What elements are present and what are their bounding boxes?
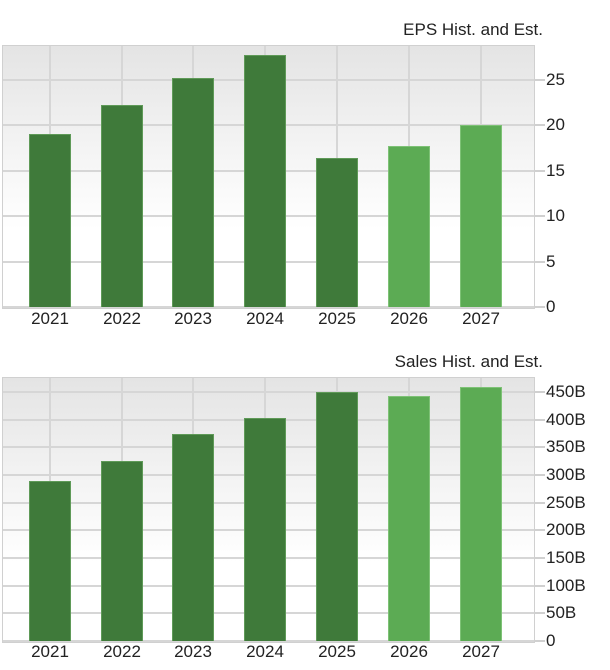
bar-2021 <box>29 134 71 307</box>
y-axis-tick <box>535 584 545 587</box>
y-axis-tick <box>535 78 545 81</box>
sales-chart-title: Sales Hist. and Est. <box>394 352 543 371</box>
y-axis-label: 0 <box>546 631 556 650</box>
y-axis-label: 20 <box>546 115 565 134</box>
y-axis-tick <box>535 169 545 172</box>
sales-plot-area <box>2 377 535 643</box>
y-axis-label: 25 <box>546 69 565 89</box>
bar-2027 <box>460 125 502 307</box>
y-axis-label: 450B <box>546 382 586 402</box>
x-axis-label: 2022 <box>103 309 141 328</box>
x-axis-label: 2023 <box>174 642 212 661</box>
y-axis-label: 200B <box>546 520 586 540</box>
y-axis-label: 350B <box>546 437 586 457</box>
y-axis-tick <box>535 215 545 217</box>
y-axis-label: 400B <box>546 409 586 429</box>
x-axis-label: 2027 <box>462 642 500 661</box>
bar-2022 <box>101 104 143 307</box>
bar-2024 <box>244 418 286 641</box>
gridline-horizontal <box>3 306 534 308</box>
x-axis-label: 2021 <box>31 309 69 328</box>
y-axis-label: 15 <box>546 160 565 180</box>
bar-2021 <box>29 481 71 641</box>
bar-2026 <box>388 145 430 307</box>
gridline-horizontal <box>3 640 534 642</box>
x-axis-label: 2026 <box>390 642 428 661</box>
y-axis-tick <box>535 474 545 477</box>
y-axis-tick <box>535 446 545 449</box>
x-axis-label: 2027 <box>462 309 500 328</box>
x-axis-label: 2025 <box>318 309 356 328</box>
y-axis-tick <box>535 529 545 532</box>
y-axis-label: 50B <box>546 603 577 623</box>
eps-plot-area <box>2 45 535 309</box>
y-axis-label: 300B <box>546 465 586 485</box>
x-axis-label: 2021 <box>31 642 69 661</box>
y-axis-tick <box>535 418 545 421</box>
y-axis-tick <box>535 124 545 126</box>
x-axis-label: 2022 <box>103 642 141 661</box>
y-axis-tick <box>535 501 545 504</box>
x-axis-label: 2025 <box>318 642 356 661</box>
gridline-horizontal <box>3 391 534 394</box>
eps-chart-title: EPS Hist. and Est. <box>403 20 543 39</box>
x-axis-label: 2024 <box>246 642 284 661</box>
y-axis-tick <box>535 640 545 642</box>
bar-2023 <box>172 77 214 307</box>
y-axis-label: 10 <box>546 206 565 225</box>
eps-chart: EPS Hist. and Est. 0 5 10 15 20 25 2021 2022 20… <box>2 20 565 328</box>
bar-2023 <box>172 434 214 641</box>
y-axis-label: 150B <box>546 548 586 568</box>
bar-2025 <box>316 157 358 307</box>
bar-2027 <box>460 387 502 641</box>
bar-2026 <box>388 396 430 641</box>
x-axis-label: 2024 <box>246 309 284 328</box>
y-axis-label: 250B <box>546 492 586 512</box>
y-axis-tick <box>535 557 545 560</box>
bar-2025 <box>316 392 358 641</box>
x-axis-label: 2026 <box>390 309 428 328</box>
y-axis-tick <box>535 391 545 394</box>
y-axis-tick <box>535 260 545 263</box>
bar-2024 <box>244 54 286 307</box>
y-axis-label: 5 <box>546 251 556 271</box>
bar-2022 <box>101 461 143 641</box>
y-axis-tick <box>535 306 545 308</box>
x-axis-label: 2023 <box>174 309 212 328</box>
y-axis-label: 100B <box>546 575 586 595</box>
y-axis-tick <box>535 612 545 615</box>
y-axis-label: 0 <box>546 297 556 316</box>
